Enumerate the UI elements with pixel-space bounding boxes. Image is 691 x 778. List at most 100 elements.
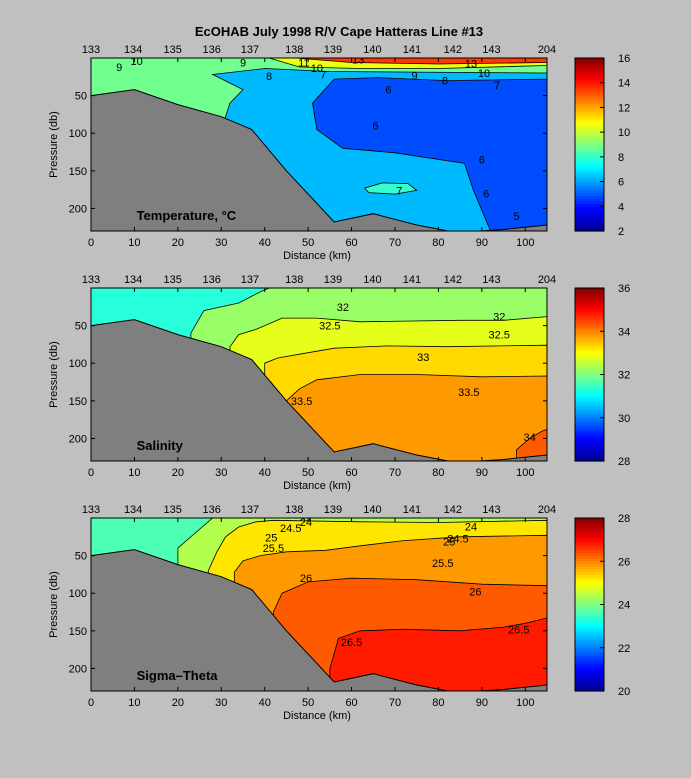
colorbar-swatch [575, 680, 604, 684]
colorbar-swatch [575, 331, 604, 335]
colorbar-swatch [575, 550, 604, 554]
station-label: 143 [482, 274, 500, 286]
colorbar-swatch [575, 601, 604, 606]
x-tick-label: 100 [516, 467, 534, 479]
colorbar-swatch [575, 306, 604, 311]
colorbar-swatch [575, 572, 604, 576]
x-tick-label: 30 [215, 237, 227, 249]
y-tick-label: 100 [69, 588, 87, 600]
colorbar-swatch [575, 114, 604, 119]
colorbar: 2 4 6 8 10 12 14 16 [574, 53, 630, 238]
station-label: 139 [324, 504, 342, 516]
colorbar-swatch [575, 130, 604, 135]
colorbar-swatch [575, 558, 604, 562]
station-label: 137 [241, 274, 259, 286]
colorbar-swatch [575, 366, 604, 370]
contour-label: 13 [465, 58, 477, 70]
colorbar-swatch [575, 93, 604, 97]
colorbar-swatch [575, 174, 604, 178]
x-tick-label: 20 [172, 467, 184, 479]
station-label: 133 [82, 504, 100, 516]
colorbar-swatch [575, 390, 604, 395]
colorbar-swatch [575, 450, 604, 454]
contour-label: 33 [417, 352, 429, 364]
colorbar-swatch [575, 566, 604, 570]
colorbar-swatch [575, 626, 604, 630]
x-tick-label: 100 [516, 237, 534, 249]
colorbar-swatch [575, 288, 604, 292]
colorbar-swatch [575, 685, 604, 689]
colorbar-swatch [575, 669, 604, 673]
plot-frame [90, 57, 548, 232]
colorbar-swatch [575, 542, 604, 546]
x-tick-label: 50 [302, 237, 314, 249]
colorbar-swatch [575, 428, 604, 432]
station-label: 137 [241, 504, 259, 516]
colorbar-swatch [575, 628, 604, 633]
colorbar-swatch [575, 439, 604, 443]
colorbar-swatch [575, 447, 604, 451]
colorbar-swatch [575, 385, 604, 389]
colorbar-swatch [575, 528, 604, 533]
contour-label: 5 [514, 211, 520, 223]
x-tick-label: 80 [432, 467, 444, 479]
colorbar-swatch [575, 312, 604, 316]
colorbar-swatch [575, 442, 604, 446]
panel-label: Temperature, °C [137, 208, 237, 223]
contour-label: 11 [298, 58, 309, 70]
x-tick-label: 60 [345, 697, 357, 709]
contour-label: 32.5 [319, 321, 340, 333]
colorbar-swatch [575, 315, 604, 319]
contour-label: 26.5 [341, 637, 362, 649]
station-label: 143 [482, 504, 500, 516]
y-tick-label: 100 [69, 358, 87, 370]
colorbar-tick-label: 16 [618, 53, 630, 65]
y-tick-label: 50 [75, 551, 87, 563]
colorbar-swatch [575, 458, 604, 462]
x-tick-label: 30 [215, 697, 227, 709]
colorbar-swatch [575, 74, 604, 78]
colorbar-swatch [575, 317, 604, 322]
colorbar-swatch [575, 155, 604, 159]
colorbar-swatch [575, 358, 604, 362]
colorbar-swatch [575, 355, 604, 359]
colorbar-swatch [575, 320, 604, 324]
colorbar-swatch [575, 634, 604, 638]
colorbar-swatch [575, 599, 604, 603]
contour-label: 10 [478, 68, 490, 80]
station-label: 135 [163, 504, 181, 516]
colorbar-tick-label: 36 [618, 283, 630, 295]
station-label: 204 [538, 44, 556, 56]
contour-label: 26 [300, 573, 312, 585]
colorbar-swatch [575, 158, 604, 162]
colorbar-swatch [575, 193, 604, 197]
colorbar-swatch [575, 76, 604, 81]
colorbar-swatch [575, 653, 604, 657]
colorbar-swatch [575, 580, 604, 584]
colorbar-swatch [575, 596, 604, 600]
colorbar-swatch [575, 406, 604, 411]
colorbar-swatch [575, 168, 604, 173]
section-panel-2: 32 32.5 32 32.5 33 33.5 33.5 34 133 134 135 136 137 1… [48, 274, 630, 492]
panel-label: Sigma–Theta [137, 668, 219, 683]
colorbar-swatch [575, 149, 604, 154]
x-tick-label: 10 [128, 697, 140, 709]
colorbar-tick-label: 2 [618, 226, 624, 238]
colorbar-swatch [575, 623, 604, 627]
colorbar-swatch [575, 412, 604, 416]
colorbar-swatch [575, 166, 604, 170]
colorbar-tick-label: 22 [618, 643, 630, 655]
colorbar-swatch [575, 217, 604, 221]
x-tick-label: 60 [345, 237, 357, 249]
colorbar-swatch [575, 636, 604, 641]
colorbar-swatch [575, 144, 604, 148]
station-label: 135 [163, 44, 181, 56]
contour-label: 24 [465, 521, 477, 533]
colorbar-swatch [575, 160, 604, 165]
colorbar-swatch [575, 304, 604, 308]
colorbar-swatch [575, 139, 604, 143]
y-tick-label: 150 [69, 166, 87, 178]
contour-label: 24.5 [280, 523, 301, 535]
